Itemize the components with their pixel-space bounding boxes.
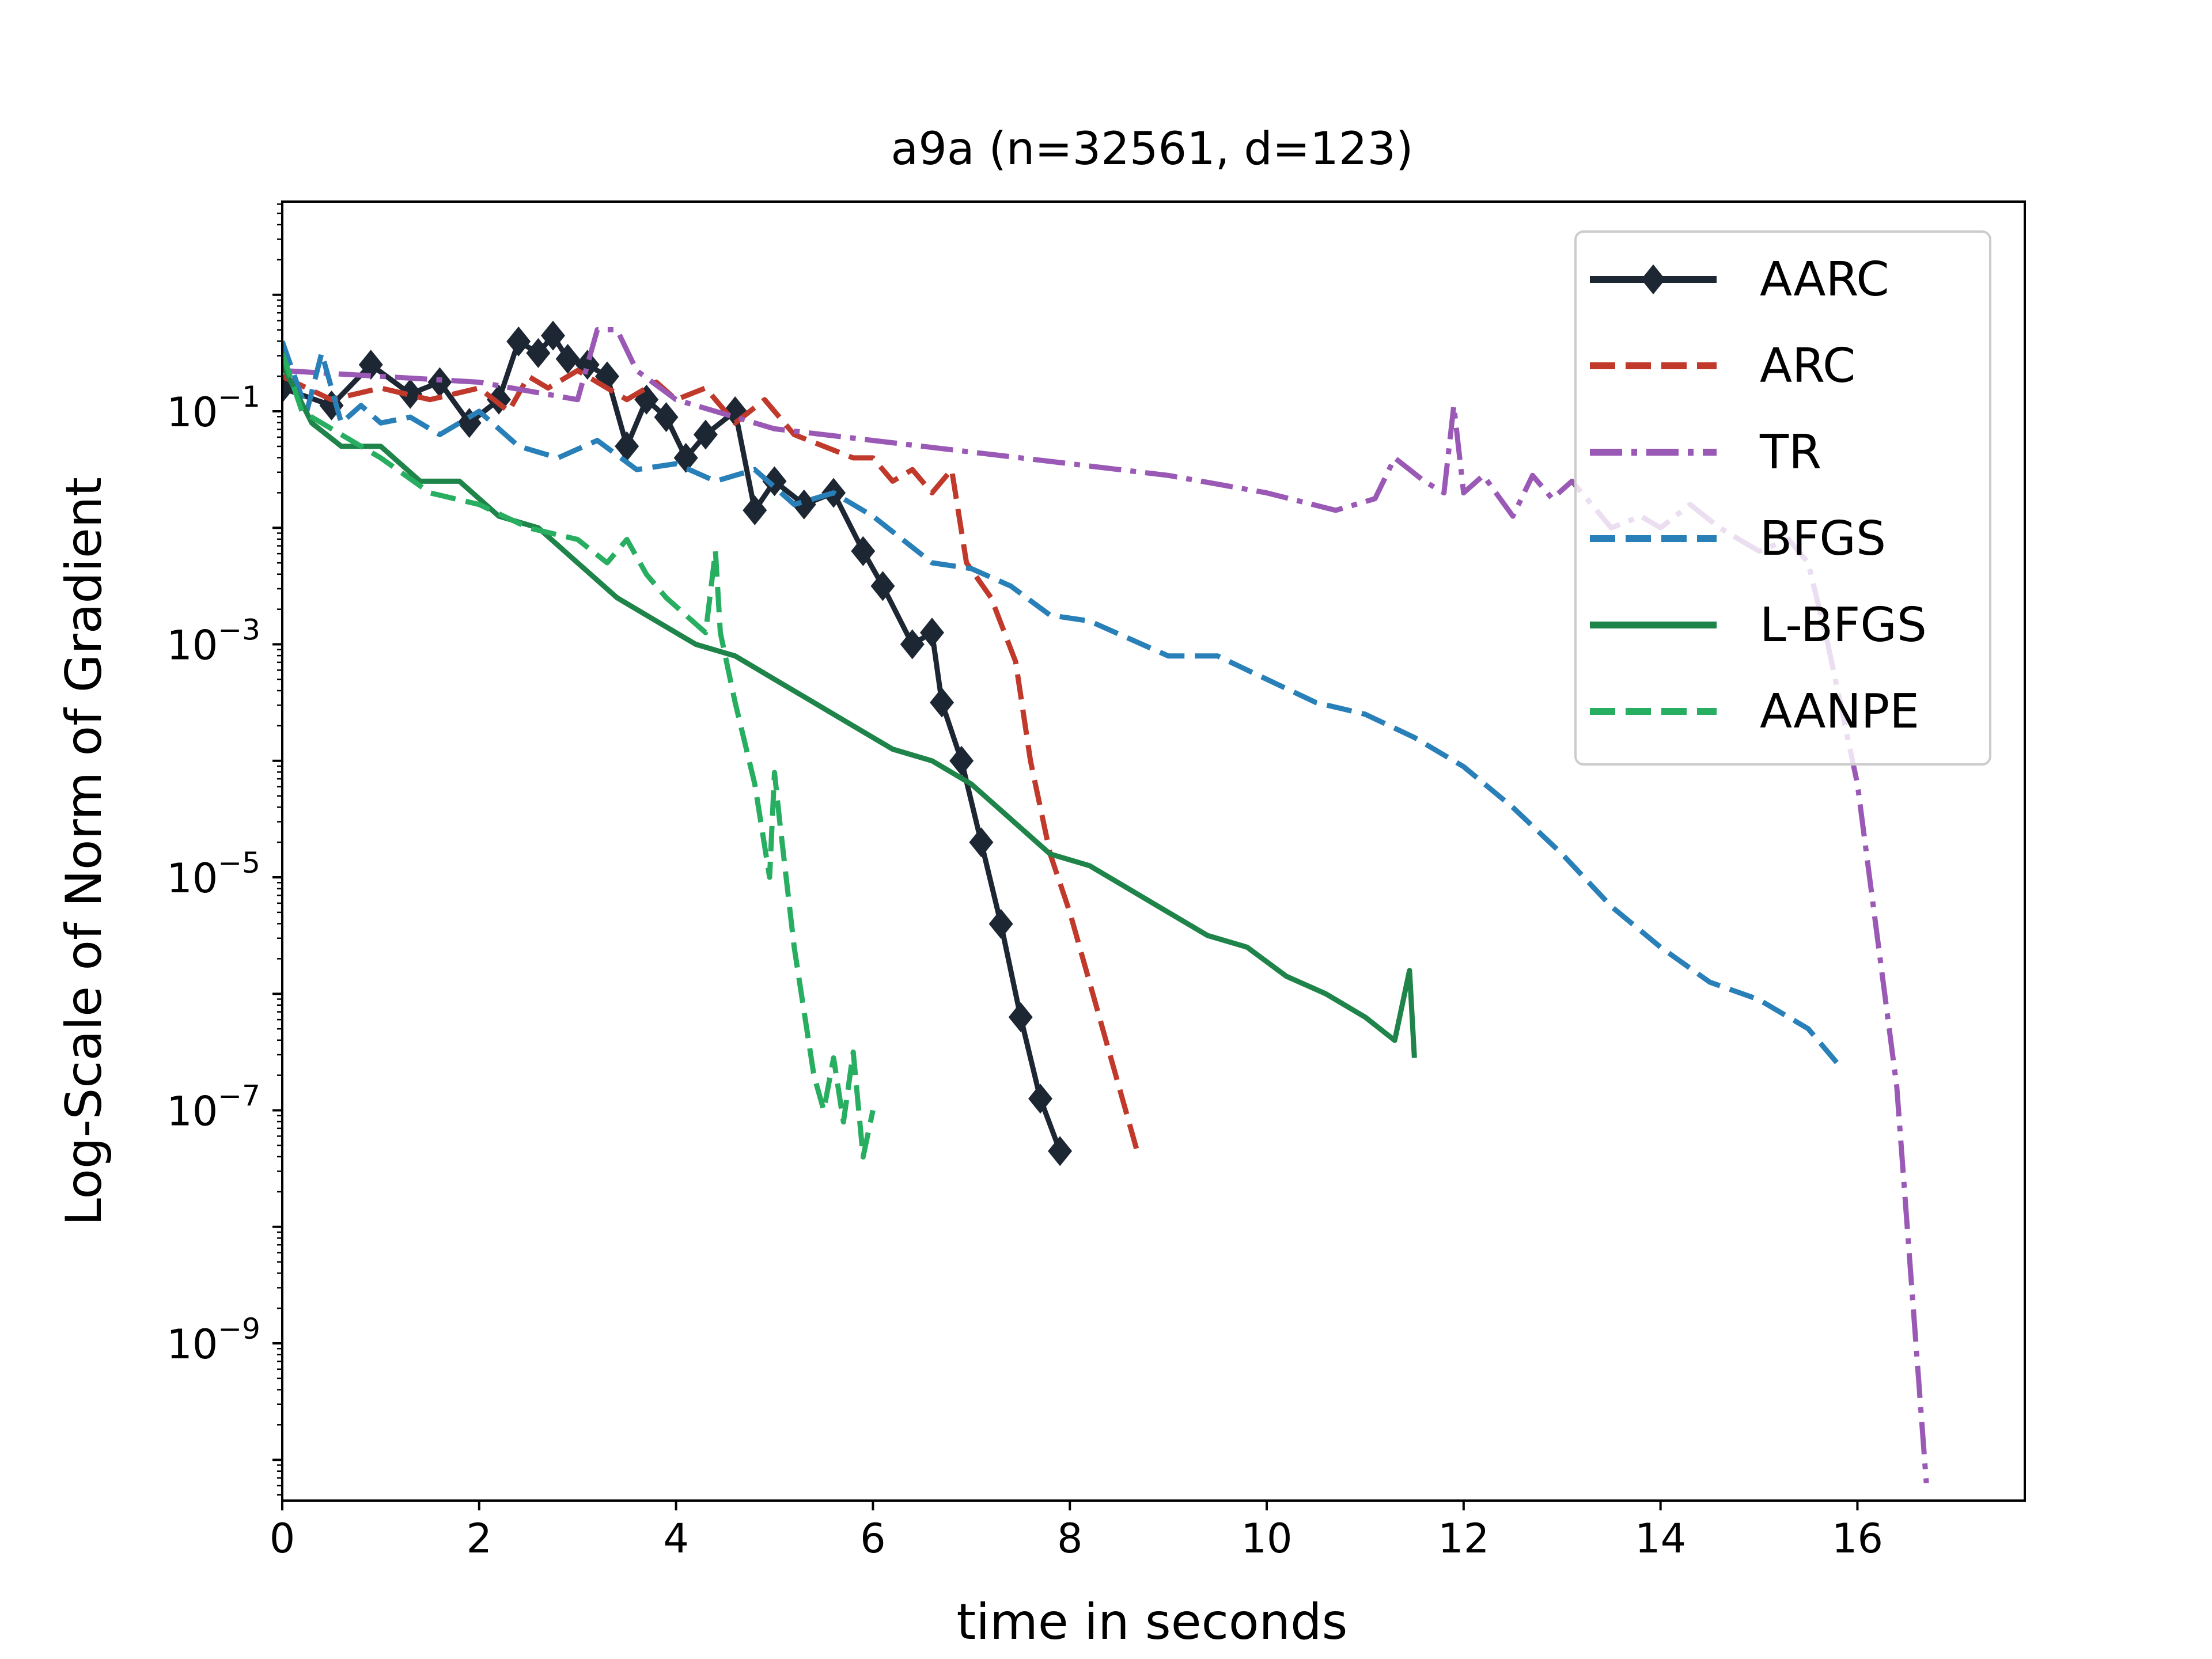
- y-tick-label: 10−9: [166, 1312, 260, 1368]
- x-tick-label: 6: [860, 1515, 886, 1562]
- series-line-aanpe: [282, 352, 876, 1160]
- series-line-arc: [282, 368, 1142, 1158]
- x-axis-label: time in seconds: [957, 1593, 1348, 1651]
- legend: AARC ARC TR BFGS L-BFGS AANPE: [1574, 230, 1991, 766]
- series-line-aarc: [282, 333, 1063, 1152]
- series-line-bfgs: [282, 340, 1840, 1066]
- x-tick-label: 4: [663, 1515, 689, 1562]
- chart-title: a9a (n=32561, d=123): [891, 123, 1413, 175]
- y-axis-label: Log-Scale of Norm of Gradient: [55, 477, 113, 1226]
- legend-label-bfgs: BFGS: [1760, 512, 1886, 566]
- legend-label-tr: TR: [1759, 425, 1821, 480]
- y-tick-label: 10−5: [166, 846, 260, 902]
- x-tick-label: 0: [270, 1515, 296, 1562]
- x-tick-label: 8: [1057, 1515, 1083, 1562]
- plot-frame: [281, 200, 2026, 1502]
- x-tick-label: 16: [1832, 1515, 1883, 1562]
- y-axis-ticks: 10−1 10−3 10−5 10−7 10−9: [166, 203, 282, 1496]
- legend-label-aanpe: AANPE: [1760, 684, 1919, 739]
- y-tick-label: 10−1: [166, 380, 260, 436]
- legend-label-l-bfgs: L-BFGS: [1760, 598, 1927, 653]
- y-tick-label: 10−7: [166, 1079, 260, 1135]
- x-tick-label: 2: [467, 1515, 493, 1562]
- y-tick-label: 10−3: [166, 613, 260, 669]
- x-tick-label: 10: [1241, 1515, 1293, 1562]
- legend-label-aarc: AARC: [1760, 252, 1889, 307]
- x-tick-label: 12: [1438, 1515, 1489, 1562]
- series-line-l-bfgs: [282, 363, 1417, 1058]
- legend-label-arc: ARC: [1760, 339, 1855, 393]
- x-tick-label: 14: [1635, 1515, 1686, 1562]
- x-axis-ticks: 0 2 4 6 8 10 12 14 16: [270, 1501, 1883, 1562]
